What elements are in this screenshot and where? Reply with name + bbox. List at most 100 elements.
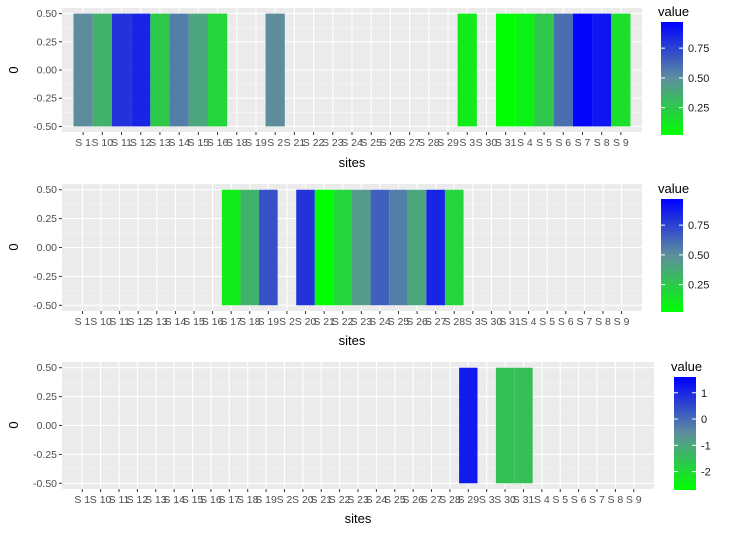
bar-s6 <box>553 13 573 127</box>
y-tick-label: -0.25 <box>33 93 57 105</box>
x-tick-label: S 4 <box>534 494 550 506</box>
bar-s26 <box>407 189 427 306</box>
x-tick-label: S 26 <box>380 137 402 149</box>
x-tick-label: S 27 <box>421 494 443 506</box>
y-tick-label: -0.25 <box>33 449 57 461</box>
x-tick-label: S 8 <box>595 316 611 328</box>
x-tick-label: S 23 <box>322 137 344 149</box>
panel-2-legend-title: value <box>658 181 689 196</box>
x-tick-label: S 1 <box>75 316 91 328</box>
x-tick-label: S 28 <box>443 316 465 328</box>
y-tick-label: 0.00 <box>37 65 58 77</box>
panel-1-y-axis-title: 0 <box>6 66 21 73</box>
bar-s5 <box>534 13 554 127</box>
legend-tick-label: -2 <box>701 467 711 479</box>
x-tick-label: S 22 <box>329 494 351 506</box>
y-tick-label: -0.50 <box>33 478 57 490</box>
x-tick-label: S 6 <box>571 494 587 506</box>
x-tick-label: S 7 <box>576 316 592 328</box>
panel-2-y-axis-title: 0 <box>6 243 21 250</box>
bar-s21 <box>314 189 334 306</box>
x-tick-label: S 2 <box>279 316 295 328</box>
legend-tick-label: 0.75 <box>688 43 709 55</box>
bar-s16 <box>207 13 228 127</box>
x-tick-label: S 21 <box>284 137 306 149</box>
x-tick-label: S 16 <box>200 494 222 506</box>
bar-s9 <box>611 13 631 127</box>
y-tick-label: 0.00 <box>37 242 58 254</box>
bar-s15 <box>188 13 208 127</box>
x-tick-label: S 25 <box>384 494 406 506</box>
y-tick-label: -0.50 <box>33 121 57 133</box>
panel-3-legend-colorbar <box>674 377 696 490</box>
x-tick-label: S 21 <box>310 494 332 506</box>
x-tick-label: S 14 <box>168 137 190 149</box>
x-tick-label: S 13 <box>146 316 168 328</box>
x-tick-label: S 31 <box>499 316 521 328</box>
x-tick-label: S 6 <box>558 316 574 328</box>
bar-s19 <box>259 189 278 306</box>
x-tick-label: S 28 <box>439 494 461 506</box>
bar-s10 <box>92 13 112 127</box>
x-tick-label: S 2 <box>267 137 283 149</box>
x-tick-label: S 24 <box>341 137 363 149</box>
bar-s23 <box>352 189 371 306</box>
x-tick-label: S 15 <box>188 137 210 149</box>
panel-3-grid <box>62 362 654 489</box>
x-tick-label: S 4 <box>517 137 533 149</box>
bar-s4 <box>515 13 535 127</box>
x-tick-label: S 15 <box>182 494 204 506</box>
x-tick-label: S 8 <box>594 137 610 149</box>
x-tick-label: S 24 <box>369 316 391 328</box>
bar-s14 <box>169 13 189 127</box>
bar-s18 <box>240 189 260 306</box>
x-tick-label: S 6 <box>555 137 571 149</box>
x-tick-label: S 20 <box>292 494 314 506</box>
bar-s1 <box>73 13 93 127</box>
x-tick-label: S 9 <box>626 494 642 506</box>
bar-s2 <box>265 13 285 127</box>
x-tick-label: S 17 <box>218 494 240 506</box>
x-tick-label: S 9 <box>614 316 630 328</box>
panel-2-y-ticks: 0.50 0.25 0.00 -0.25 -0.50 <box>33 184 62 312</box>
x-tick-label: S 1 <box>75 137 91 149</box>
x-tick-label: S 3 <box>459 137 475 149</box>
x-tick-label: S 29 <box>458 494 480 506</box>
bar-s22 <box>333 189 352 306</box>
x-tick-label: S 30 <box>476 137 498 149</box>
x-tick-label: S 19 <box>255 494 277 506</box>
x-tick-label: S 18 <box>239 316 261 328</box>
x-tick-label: S 22 <box>303 137 325 149</box>
bar-s12 <box>131 13 151 127</box>
x-tick-label: S 4 <box>521 316 537 328</box>
x-tick-label: S 16 <box>207 137 229 149</box>
x-tick-label: S 11 <box>109 494 130 506</box>
x-tick-label: S 14 <box>163 494 185 506</box>
x-tick-label: S 8 <box>608 494 624 506</box>
x-tick-label: S 23 <box>350 316 372 328</box>
x-tick-label: S 12 <box>127 494 149 506</box>
x-tick-label: S 21 <box>313 316 335 328</box>
panel-1-bars <box>73 13 631 127</box>
x-tick-label: S 18 <box>226 137 248 149</box>
panel-2-x-axis-title: sites <box>339 333 366 348</box>
x-tick-label: S 26 <box>402 494 424 506</box>
bar-s3 <box>457 13 477 127</box>
bar-s24 <box>370 189 390 306</box>
x-tick-label: S 10 <box>90 494 112 506</box>
x-tick-label: S 2 <box>277 494 293 506</box>
y-tick-label: -0.25 <box>33 271 57 283</box>
y-tick-label: 0.50 <box>37 362 58 374</box>
x-tick-label: S 5 <box>552 494 568 506</box>
legend-tick-label: 0.25 <box>688 280 709 292</box>
y-tick-label: 0.25 <box>37 36 58 48</box>
x-tick-label: S 7 <box>575 137 591 149</box>
y-tick-label: 0.25 <box>37 391 58 403</box>
panel-3-y-axis-title: 0 <box>6 421 21 428</box>
x-tick-label: S 26 <box>406 316 428 328</box>
x-tick-label: S 11 <box>109 316 130 328</box>
